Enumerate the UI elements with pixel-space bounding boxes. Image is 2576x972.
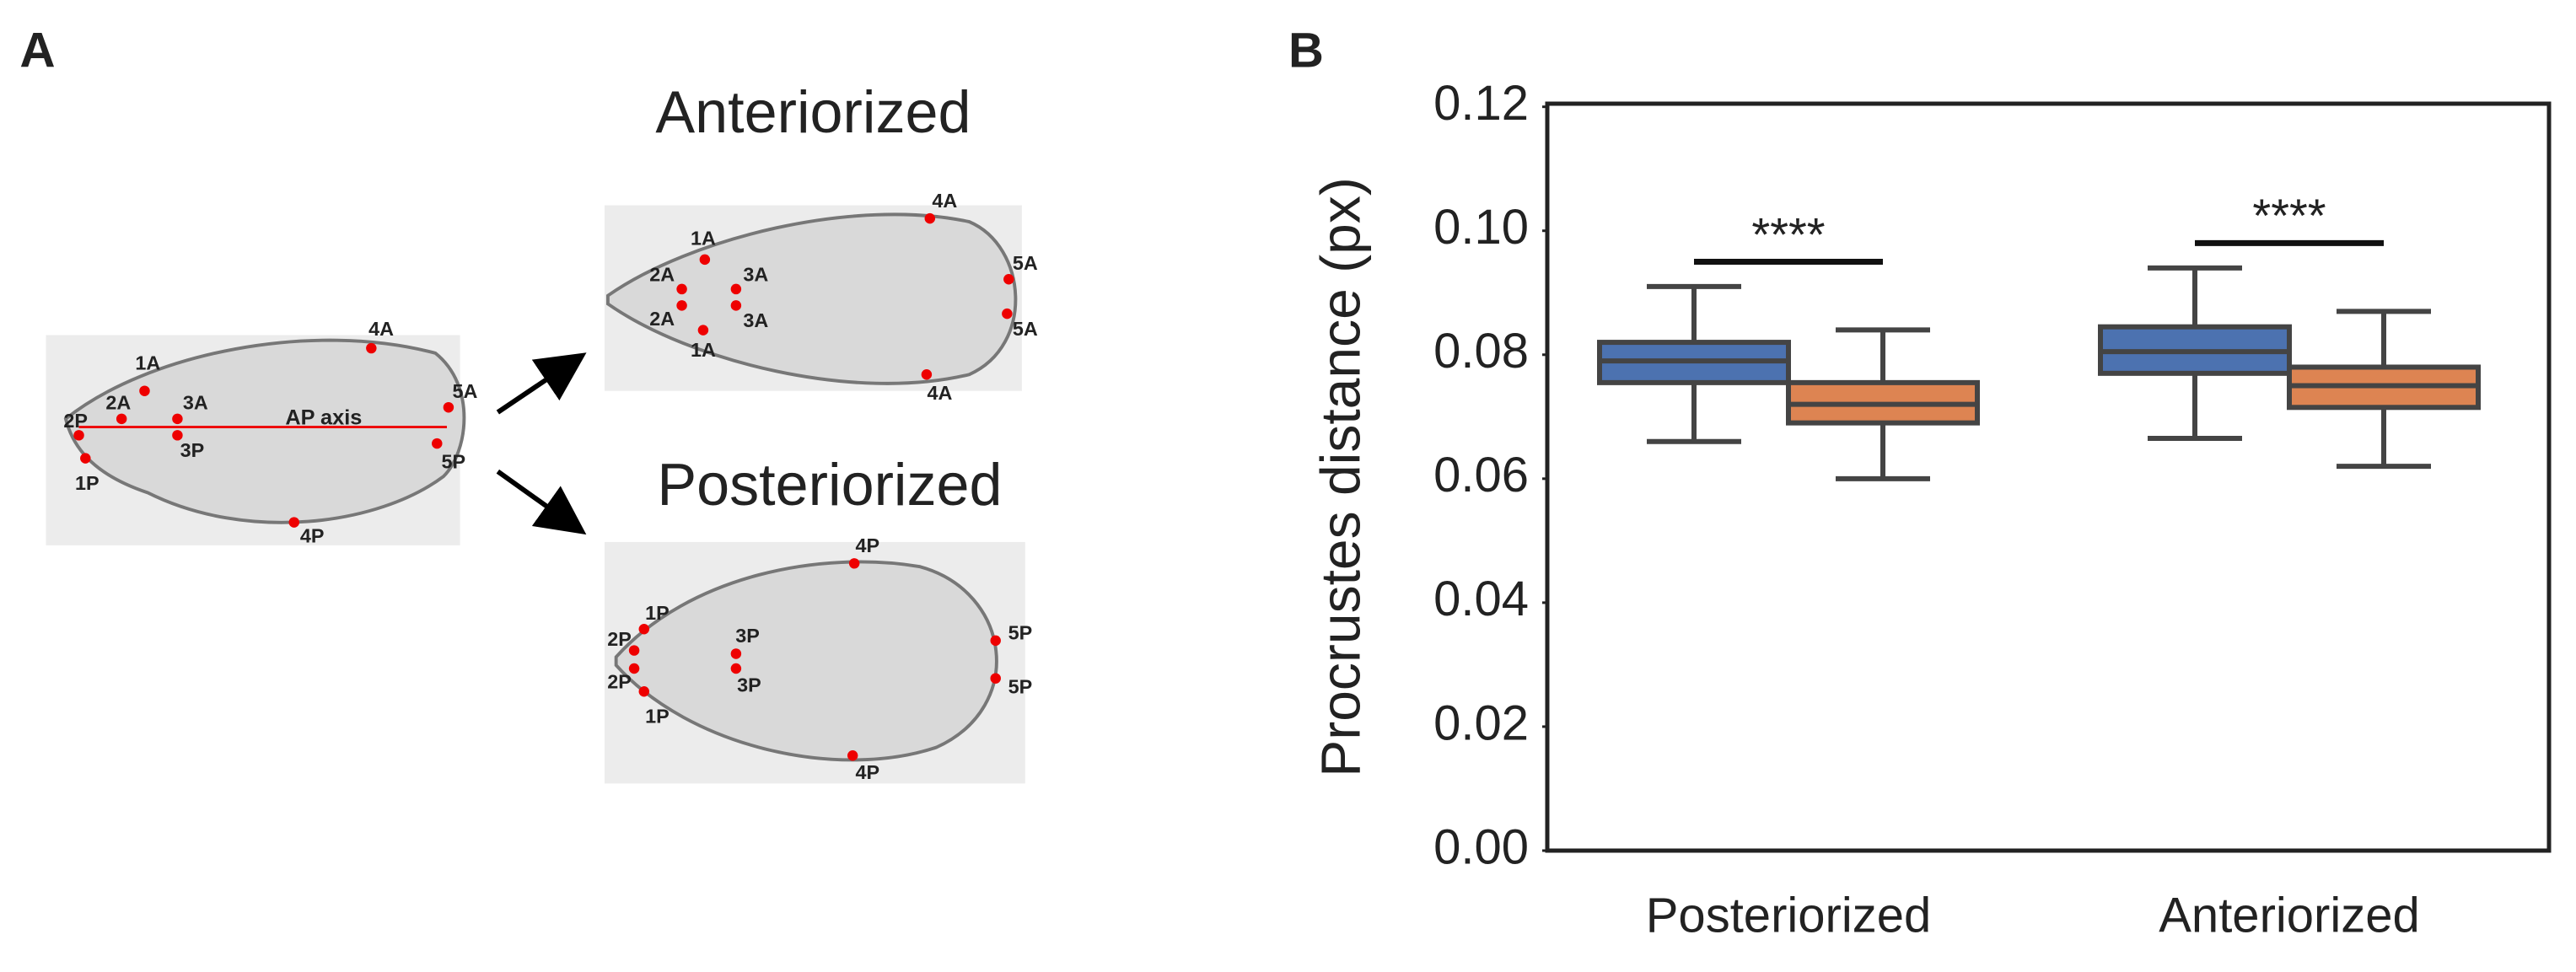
landmark <box>432 438 443 449</box>
landmark-label: 4P <box>855 534 879 556</box>
landmark-label: 5A <box>1013 252 1038 274</box>
landmark <box>366 342 377 354</box>
landmark-label: 3A <box>743 264 768 286</box>
landmark-label: 5A <box>452 380 477 402</box>
landmark-label: 3P <box>180 439 205 461</box>
landmark-label: 1P <box>645 706 670 728</box>
landmark <box>443 401 454 413</box>
landmark-label: 4A <box>368 318 394 340</box>
arrow <box>496 352 587 415</box>
y-tick-label: 0.02 <box>1433 695 1529 750</box>
landmark <box>990 673 1001 684</box>
landmark <box>730 663 742 674</box>
landmark-label: 2P <box>607 628 632 650</box>
wing-title: Posteriorized <box>657 452 1002 518</box>
landmark <box>730 283 742 295</box>
landmark <box>288 517 299 528</box>
landmark-label: 4P <box>855 761 879 783</box>
landmark-label: 2A <box>649 264 675 286</box>
wing <box>614 560 998 762</box>
axis-label: AP axis <box>285 406 362 430</box>
y-tick-label: 0.12 <box>1433 76 1529 131</box>
landmark-label: 5P <box>441 451 465 473</box>
landmark <box>699 254 711 266</box>
panel-label: B <box>1288 23 1324 78</box>
plot-frame <box>1545 101 2552 853</box>
landmark-label: 3A <box>743 309 768 331</box>
landmark <box>1003 273 1014 285</box>
landmark <box>847 750 858 761</box>
landmark <box>172 430 183 441</box>
landmark <box>676 300 687 311</box>
landmark-label: 1A <box>135 352 160 374</box>
landmark-label: 1P <box>645 602 670 624</box>
landmark <box>848 558 860 569</box>
wing-title: Anteriorized <box>655 79 971 145</box>
panel-label: A <box>19 24 55 78</box>
panel-b: B 0.00 0.02 0.04 0.06 0.08 0.10 0.12 Procrustes … <box>1288 23 2552 942</box>
y-tick-label: 0.04 <box>1433 572 1529 626</box>
arrow <box>496 469 587 535</box>
landmark-label: 2P <box>63 410 88 432</box>
landmark <box>638 686 650 697</box>
landmark <box>697 325 709 336</box>
landmark-label: 5P <box>1008 621 1033 643</box>
landmark <box>172 413 183 425</box>
y-tick-label: 0.06 <box>1433 448 1529 502</box>
y-axis-label: Procrustes distance (px) <box>1309 177 1371 777</box>
landmark-label: 5P <box>1008 676 1033 698</box>
x-tick-label: Posteriorized <box>1646 888 1931 942</box>
landmark <box>628 663 640 674</box>
landmark <box>990 635 1001 647</box>
landmark-label: 5A <box>1013 318 1038 340</box>
landmark-label: 3P <box>737 674 761 696</box>
landmark-label: 1P <box>75 472 99 494</box>
landmark-label: 4P <box>300 524 325 546</box>
landmark-label: 4A <box>928 382 953 404</box>
landmark-label: 2A <box>649 308 675 330</box>
significance-label: **** <box>1751 207 1825 260</box>
landmark <box>921 369 933 380</box>
landmark-label: 3A <box>183 391 208 413</box>
landmark <box>139 385 150 396</box>
landmark <box>628 645 640 656</box>
landmark <box>638 624 650 635</box>
landmark-label: 1A <box>691 339 716 361</box>
x-tick-label: Anteriorized <box>2159 888 2419 942</box>
y-tick-label: 0.10 <box>1433 200 1529 255</box>
wing <box>63 338 466 524</box>
panel-a: A AP axis Anteriorized Posteriorized 1A2… <box>19 24 1038 784</box>
wing <box>605 212 1018 385</box>
landmark <box>116 413 127 425</box>
landmark <box>730 300 742 311</box>
landmark-label: 3P <box>735 625 760 647</box>
landmark <box>80 453 91 464</box>
landmark-label: 4A <box>932 190 957 212</box>
landmark <box>924 212 936 224</box>
landmark <box>676 283 687 295</box>
landmark <box>1002 308 1013 320</box>
y-tick-label: 0.00 <box>1433 819 1529 874</box>
landmark-label: 2A <box>105 391 131 413</box>
significance-label: **** <box>2252 189 2326 242</box>
landmark <box>73 430 84 441</box>
landmark-label: 1A <box>691 228 716 250</box>
landmark-label: 2P <box>607 671 632 693</box>
landmark <box>730 648 742 659</box>
y-tick-label: 0.08 <box>1433 324 1529 379</box>
